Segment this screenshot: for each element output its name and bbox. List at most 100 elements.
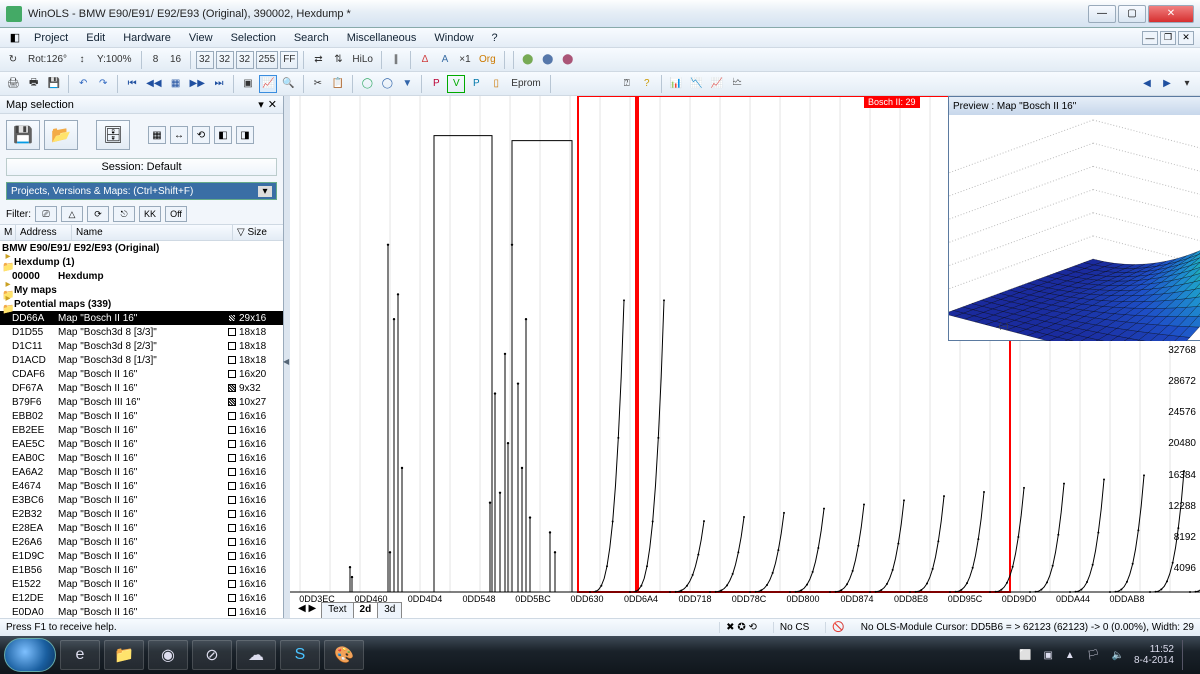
toolbar-bits-0[interactable]: 8 xyxy=(147,51,165,69)
select-window-icon[interactable]: ▣ xyxy=(239,75,257,93)
toolbar-bits-8[interactable]: ⇅ xyxy=(329,51,347,69)
filter-btn-5[interactable]: Off xyxy=(165,206,187,222)
minimize-button[interactable]: — xyxy=(1088,5,1116,23)
grid-icon[interactable]: ▦ xyxy=(167,75,185,93)
tree-row[interactable]: EA6A2Map "Bosch II 16"16x16 xyxy=(0,465,283,479)
tree-row[interactable]: E2B32Map "Bosch II 16"16x16 xyxy=(0,507,283,521)
chart-area[interactable]: Bosch II: 29 655366144057344532484915245… xyxy=(290,96,1200,618)
printers-icon[interactable]: 🖶 xyxy=(25,75,43,93)
toolbar-marker-a-icon[interactable]: ⬤ xyxy=(519,51,537,69)
mdi-close-button[interactable]: ✕ xyxy=(1178,31,1194,45)
box-p2-icon[interactable]: P xyxy=(467,75,485,93)
map-tree[interactable]: BMW E90/E91/ E92/E93 (Original)▸📁Hexdump… xyxy=(0,241,283,618)
tree-row[interactable]: E26A6Map "Bosch II 16"16x16 xyxy=(0,535,283,549)
menu-hardware[interactable]: Hardware xyxy=(115,30,179,46)
mini-sel-icon[interactable]: ▦ xyxy=(148,126,166,144)
nav-menu-icon[interactable]: ▾ xyxy=(1178,75,1196,93)
toolbar-bits-12[interactable]: A xyxy=(436,51,454,69)
tab-3d[interactable]: 3d xyxy=(377,602,402,618)
tree-row[interactable]: E4674Map "Bosch II 16"16x16 xyxy=(0,479,283,493)
select-chart-icon[interactable]: 📈 xyxy=(259,75,277,93)
tree-row[interactable]: D1ACDMap "Bosch3d 8 [1/3]"18x18 xyxy=(0,353,283,367)
tray-icon-4[interactable]: 🔈 xyxy=(1112,650,1124,661)
taskbar-paint-icon[interactable]: 🎨 xyxy=(324,640,364,670)
tab-2d[interactable]: 2d xyxy=(353,602,379,618)
next-icon[interactable]: ▶▶ xyxy=(187,75,208,93)
menu-edit[interactable]: Edit xyxy=(78,30,113,46)
filter-btn-2[interactable]: ⟳ xyxy=(87,206,109,222)
session-button[interactable]: Session: Default xyxy=(6,158,277,176)
col-m[interactable]: M xyxy=(0,225,16,240)
chart4-icon[interactable]: 🗠 xyxy=(728,75,746,93)
preview-titlebar[interactable]: Preview : Map "Bosch II 16" ✕ xyxy=(949,97,1200,115)
toolbar-bits-14[interactable]: Org xyxy=(476,51,499,69)
tool-a-icon[interactable]: ✂ xyxy=(309,75,327,93)
col-size[interactable]: ▽ Size xyxy=(233,225,283,240)
tree-row[interactable]: EB2EEMap "Bosch II 16"16x16 xyxy=(0,423,283,437)
eprom-icon[interactable]: ▯ xyxy=(487,75,505,93)
save-project-button[interactable]: 💾 xyxy=(6,120,40,150)
toolbar-bits-4[interactable]: 32 xyxy=(236,51,254,69)
tree-row[interactable]: E28EAMap "Bosch II 16"16x16 xyxy=(0,521,283,535)
filter-btn-4[interactable]: KK xyxy=(139,206,161,222)
box-v-icon[interactable]: V xyxy=(447,75,465,93)
taskbar-cloud-icon[interactable]: ☁ xyxy=(236,640,276,670)
tree-row[interactable]: B79F6Map "Bosch III 16"10x27 xyxy=(0,395,283,409)
toolbar-bits-9[interactable]: HiLo xyxy=(349,51,376,69)
menu-view[interactable]: View xyxy=(181,30,221,46)
tree-row[interactable]: ▸📁My maps xyxy=(0,283,283,297)
first-icon[interactable]: ⏮ xyxy=(123,75,141,93)
toolbar-bits-2[interactable]: 32 xyxy=(196,51,214,69)
col-name[interactable]: Name xyxy=(72,225,233,240)
mini-view2-icon[interactable]: ◨ xyxy=(236,126,254,144)
col-address[interactable]: Address xyxy=(16,225,72,240)
drawer-button[interactable]: 🗄 xyxy=(96,120,130,150)
chart3-icon[interactable]: 📈 xyxy=(708,75,726,93)
select-zoom-icon[interactable]: 🔍 xyxy=(279,75,297,93)
chart1-icon[interactable]: 📊 xyxy=(667,75,685,93)
filter-btn-0[interactable]: ⎚ xyxy=(35,206,57,222)
menu-window[interactable]: Window xyxy=(426,30,481,46)
tree-row[interactable]: E3BC6Map "Bosch II 16"16x16 xyxy=(0,493,283,507)
redo-icon[interactable]: ↷ xyxy=(94,75,112,93)
undo-icon[interactable]: ↶ xyxy=(74,75,92,93)
tree-row[interactable]: DF67AMap "Bosch II 16"9x32 xyxy=(0,381,283,395)
mdi-minimize-button[interactable]: — xyxy=(1142,31,1158,45)
nav-next-icon[interactable]: ▶ xyxy=(1158,75,1176,93)
toolbar-marker-b-icon[interactable]: ⬤ xyxy=(539,51,557,69)
help-icon[interactable]: ? xyxy=(638,75,656,93)
start-button[interactable] xyxy=(4,638,56,672)
tree-row[interactable]: 00000Hexdump xyxy=(0,269,283,283)
tree-row[interactable]: CDAF6Map "Bosch II 16"16x20 xyxy=(0,367,283,381)
app-menu-icon[interactable]: ◧ xyxy=(6,29,24,47)
toolbar-bits-5[interactable]: 255 xyxy=(256,51,279,69)
show-desktop-button[interactable] xyxy=(1182,640,1190,670)
tray-icon-2[interactable]: ▲ xyxy=(1065,650,1075,661)
tool-b-icon[interactable]: 📋 xyxy=(329,75,347,93)
system-tray[interactable]: ⬜▣▲🏳🔈 11:52 8-4-2014 xyxy=(1017,640,1196,670)
tree-columns[interactable]: M Address Name ▽ Size xyxy=(0,224,283,241)
tree-row[interactable]: ▸📁Hexdump (1) xyxy=(0,255,283,269)
last-icon[interactable]: ⏭ xyxy=(210,75,228,93)
rotate-icon[interactable]: ↻ xyxy=(4,51,22,69)
tree-row[interactable]: E1D9CMap "Bosch II 16"16x16 xyxy=(0,549,283,563)
mini-view1-icon[interactable]: ◧ xyxy=(214,126,232,144)
tree-row[interactable]: EAE5CMap "Bosch II 16"16x16 xyxy=(0,437,283,451)
tree-row[interactable]: EBB02Map "Bosch II 16"16x16 xyxy=(0,409,283,423)
clock[interactable]: 11:52 8-4-2014 xyxy=(1134,644,1174,666)
toolbar-bits-7[interactable]: ⇄ xyxy=(309,51,327,69)
taskbar-chrome-icon[interactable]: ◉ xyxy=(148,640,188,670)
tree-row[interactable]: ▸📁Potential maps (339) xyxy=(0,297,283,311)
tree-row[interactable]: E12DEMap "Bosch II 16"16x16 xyxy=(0,591,283,605)
tree-row[interactable]: E1B56Map "Bosch II 16"16x16 xyxy=(0,563,283,577)
tray-icon-3[interactable]: 🏳 xyxy=(1087,650,1100,661)
tree-row[interactable]: E0DA0Map "Bosch II 16"16x16 xyxy=(0,605,283,618)
toolbar-bits-13[interactable]: ×1 xyxy=(456,51,474,69)
print-icon[interactable]: 🖨 xyxy=(4,75,23,93)
prev-icon[interactable]: ◀◀ xyxy=(143,75,164,93)
tree-row[interactable]: D1C11Map "Bosch3d 8 [2/3]"18x18 xyxy=(0,339,283,353)
mini-link-icon[interactable]: ↔ xyxy=(170,126,188,144)
mdi-restore-button[interactable]: ❐ xyxy=(1160,31,1176,45)
open-project-button[interactable]: 📂 xyxy=(44,120,78,150)
menu-?[interactable]: ? xyxy=(484,30,506,46)
